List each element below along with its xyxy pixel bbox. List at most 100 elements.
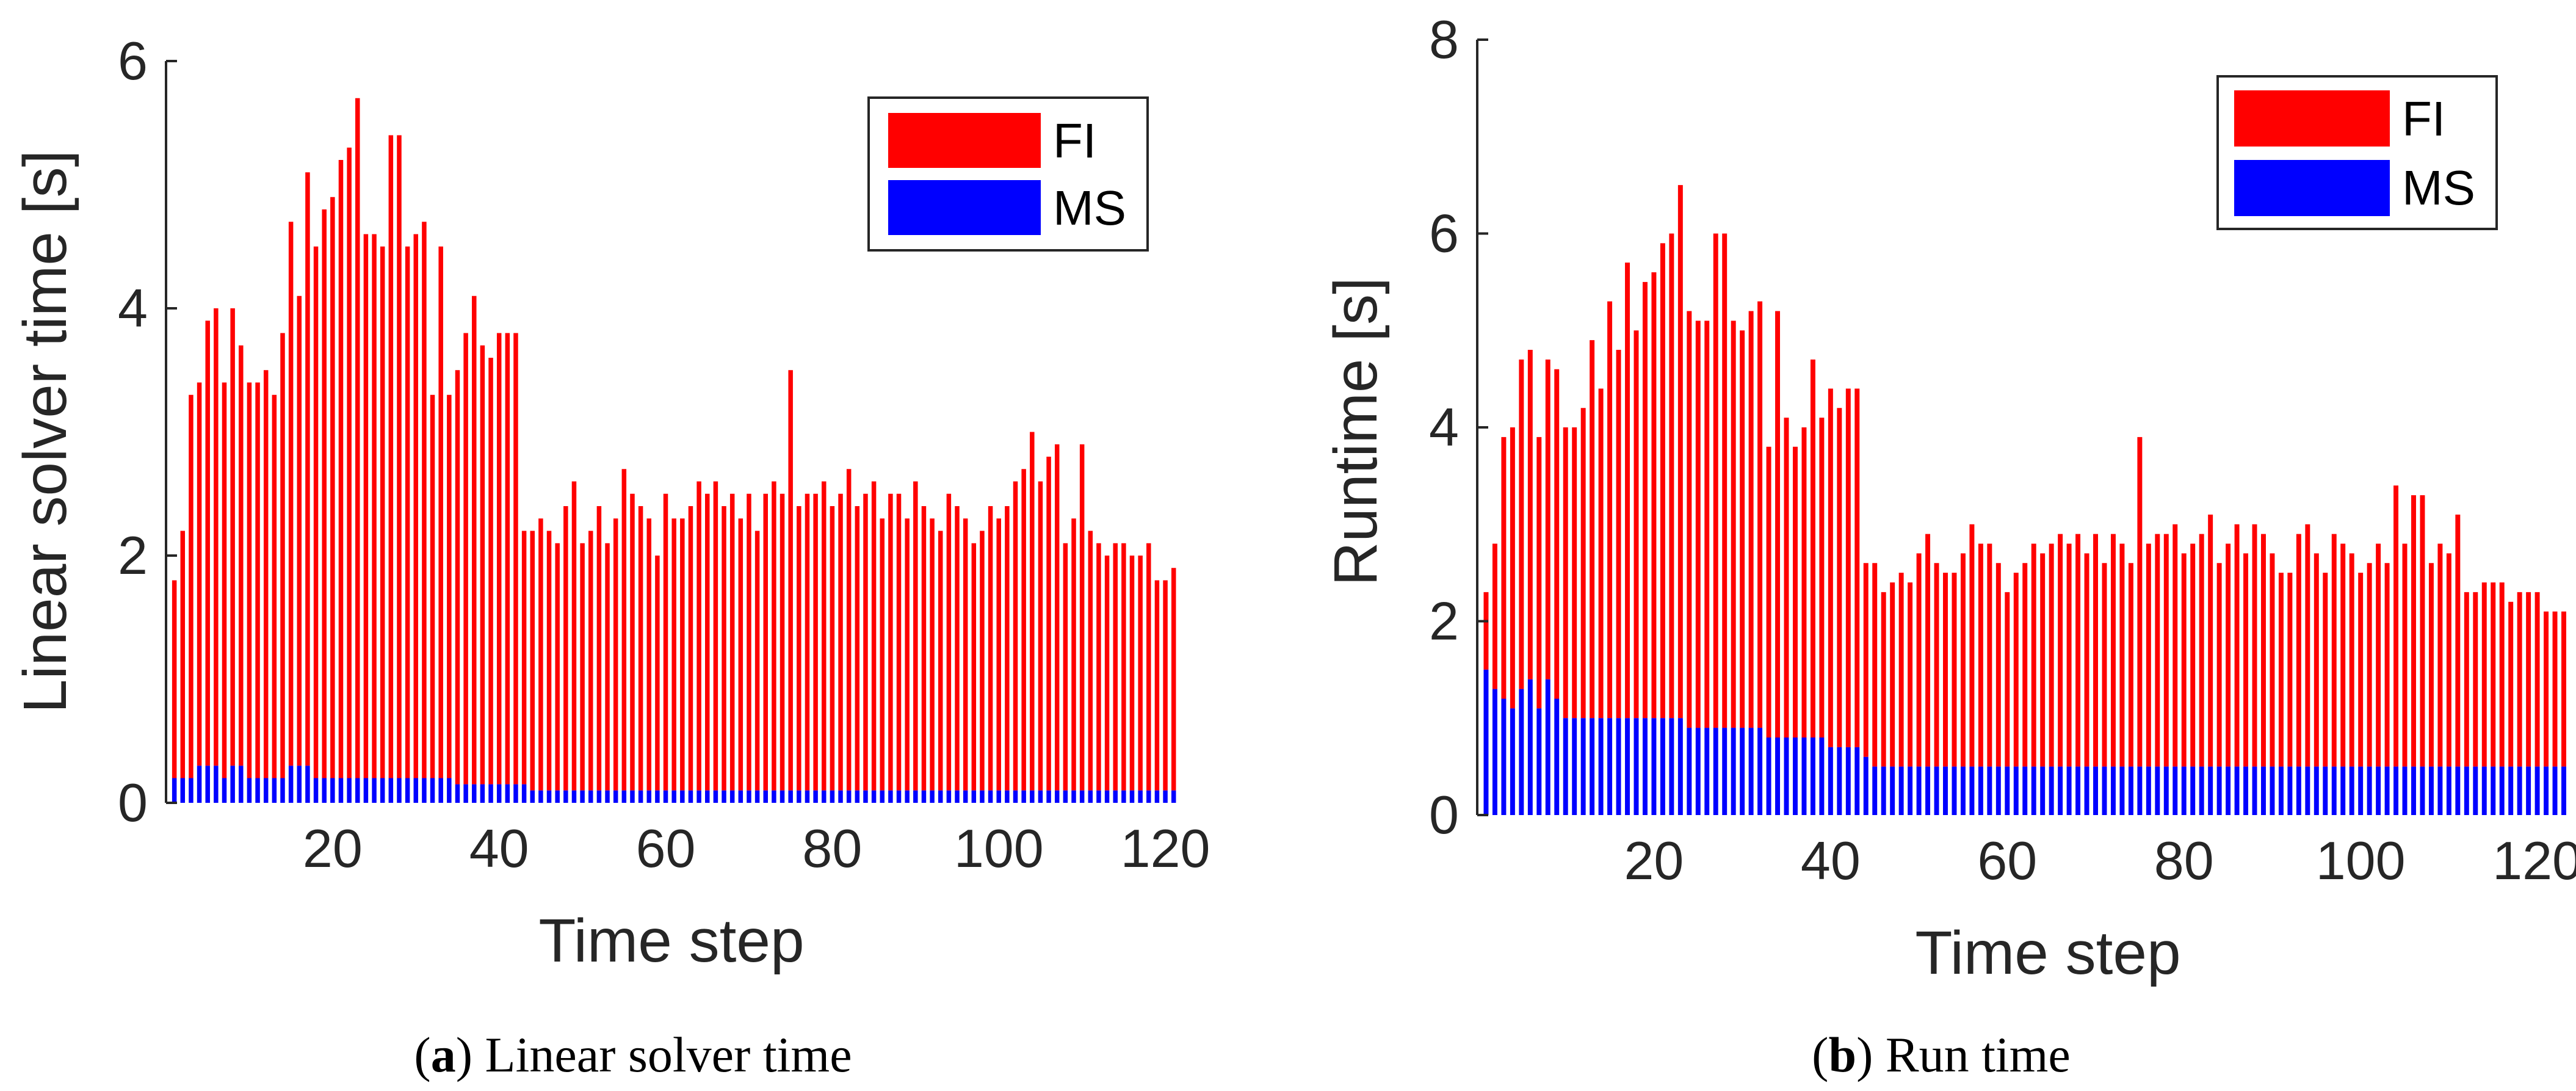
chart-b-bar-ms-24 — [1687, 728, 1692, 816]
chart-a-bar-ms-29 — [405, 778, 410, 803]
chart-a-bar-fi-106 — [1046, 457, 1051, 791]
chart-b: 0 2 4 6 8 20 40 60 80 100 120 Time step Runtime [s… — [1322, 9, 2576, 1082]
chart-b-xtick-label-120: 120 — [2492, 830, 2576, 891]
chart-b-bar-fi-17 — [1625, 263, 1630, 719]
chart-b-bar-ms-31 — [1748, 728, 1754, 816]
chart-b-bar-ms-87 — [2243, 766, 2248, 816]
chart-a-bar-ms-92 — [930, 790, 935, 803]
chart-b-bar-fi-65 — [2049, 543, 2054, 767]
chart-a-bar-ms-24 — [363, 778, 369, 803]
chart-a-bar-fi-3 — [189, 394, 194, 778]
chart-a-bar-fi-102 — [1013, 481, 1018, 791]
chart-b-bar-fi-33 — [1766, 446, 1771, 738]
chart-b-bar-ms-106 — [2411, 766, 2416, 816]
chart-a-bar-fi-101 — [1005, 506, 1010, 791]
chart-b-bar-ms-89 — [2260, 766, 2266, 816]
chart-b-bar-ms-1 — [1483, 669, 1489, 816]
chart-a-bar-ms-52 — [596, 790, 602, 803]
chart-a-bar-fi-119 — [1154, 580, 1160, 791]
chart-a-bar-ms-105 — [1038, 790, 1043, 803]
chart-b-bar-ms-9 — [1554, 698, 1560, 815]
chart-a-bar-ms-37 — [472, 784, 477, 803]
chart-a-bar-fi-89 — [905, 518, 910, 791]
chart-b-bar-ms-57 — [1978, 766, 1983, 816]
chart-b-bar-ms-41 — [1837, 747, 1842, 816]
chart-a-legend-ms-label: MS — [1053, 181, 1126, 235]
chart-a-xlabel: Time step — [538, 907, 804, 975]
chart-b-bar-ms-93 — [2296, 766, 2301, 816]
chart-b-bar-fi-63 — [2031, 543, 2036, 767]
chart-b-bar-ms-49 — [1908, 766, 1913, 816]
chart-b-bar-ms-47 — [1890, 766, 1895, 816]
chart-a-bar-ms-113 — [1104, 790, 1110, 803]
chart-b-bar-ms-104 — [2393, 766, 2399, 816]
chart-a-bar-fi-96 — [963, 518, 968, 791]
chart-b-bar-ms-42 — [1845, 747, 1851, 816]
chart-b-bar-ms-115 — [2491, 766, 2496, 816]
chart-b-ytick-label-8: 8 — [1429, 9, 1459, 70]
chart-a-bar-fi-113 — [1104, 556, 1110, 791]
chart-b-bar-ms-39 — [1819, 738, 1825, 815]
chart-a-bar-fi-5 — [205, 321, 210, 766]
chart-b-bar-ms-59 — [1995, 766, 2001, 816]
chart-b-bar-fi-118 — [2517, 592, 2522, 767]
chart-a-xtick-label-60: 60 — [636, 818, 696, 879]
chart-a-bar-fi-61 — [671, 518, 676, 791]
chart-b-bar-fi-67 — [2066, 543, 2072, 767]
chart-a-bar-ms-101 — [1005, 790, 1010, 803]
chart-b-bar-ms-69 — [2084, 766, 2089, 816]
chart-a-bar-ms-82 — [846, 790, 852, 803]
chart-b-bar-fi-30 — [1740, 330, 1745, 728]
chart-b-bar-ms-111 — [2455, 766, 2461, 816]
chart-b-bar-fi-43 — [1854, 388, 1860, 747]
chart-b-bar-ms-100 — [2358, 766, 2364, 816]
chart-b-bar-fi-12 — [1580, 408, 1586, 719]
chart-b-bar-ms-4 — [1510, 708, 1515, 816]
chart-b-bar-fi-69 — [2084, 553, 2089, 767]
chart-a-bar-fi-109 — [1071, 518, 1076, 791]
chart-a-bar-ms-90 — [913, 790, 918, 803]
chart-a-bar-fi-43 — [521, 531, 527, 785]
chart-b-legend-fi-label: FI — [2402, 92, 2445, 146]
chart-a-bar-ms-98 — [980, 790, 985, 803]
chart-b-bar-fi-28 — [1722, 233, 1728, 728]
chart-b-caption-text: ) Run time — [1856, 1027, 2071, 1082]
chart-a-bar-ms-67 — [722, 790, 726, 803]
chart-b-bar-fi-39 — [1819, 418, 1825, 738]
chart-a-bar-ms-28 — [397, 778, 402, 803]
chart-a-bar-ms-60 — [663, 790, 668, 803]
chart-b-bar-fi-91 — [2278, 573, 2284, 767]
chart-b-bar-fi-59 — [1995, 563, 2001, 767]
chart-b-bar-fi-24 — [1687, 311, 1692, 728]
chart-b-bar-ms-75 — [2137, 766, 2143, 816]
chart-a-bar-ms-15 — [288, 766, 294, 803]
chart-b-bar-fi-115 — [2491, 582, 2496, 767]
chart-a-bar-ms-86 — [880, 790, 885, 803]
chart-a-bar-ms-95 — [955, 790, 960, 803]
chart-a-bar-fi-50 — [580, 543, 585, 791]
chart-a-bar-ms-34 — [447, 778, 452, 803]
chart-a-ylabel: Linear solver time [s] — [11, 150, 79, 714]
chart-a-legend-fi-swatch — [888, 113, 1041, 168]
chart-a-bar-ms-65 — [705, 790, 710, 803]
chart-a-bar-fi-66 — [713, 481, 718, 791]
chart-a-bar-fi-108 — [1063, 543, 1068, 791]
chart-a-bar-ms-69 — [738, 790, 743, 803]
chart-a-bar-ms-36 — [463, 784, 468, 803]
chart-b-bar-fi-21 — [1660, 243, 1665, 719]
chart-a-bar-fi-100 — [996, 518, 1001, 791]
chart-b-bar-ms-123 — [2561, 766, 2566, 816]
chart-a-bar-ms-54 — [613, 790, 618, 803]
chart-b-bar-ms-73 — [2119, 766, 2125, 816]
chart-b-bar-ms-7 — [1536, 708, 1542, 816]
chart-a-bar-ms-22 — [347, 778, 352, 803]
chart-b-bar-ms-63 — [2031, 766, 2036, 816]
chart-a-bar-ms-85 — [871, 790, 877, 803]
chart-a-bar-ms-51 — [588, 790, 593, 803]
chart-b-bar-ms-22 — [1669, 718, 1674, 815]
chart-b-bar-fi-83 — [2208, 514, 2213, 767]
chart-a-bar-fi-6 — [214, 308, 219, 766]
chart-b-bar-fi-98 — [2340, 543, 2346, 767]
chart-b-bar-fi-55 — [1960, 553, 1966, 767]
chart-a: 0 2 4 6 20 40 60 80 100 120 Time step Linear solv… — [11, 31, 1210, 1082]
